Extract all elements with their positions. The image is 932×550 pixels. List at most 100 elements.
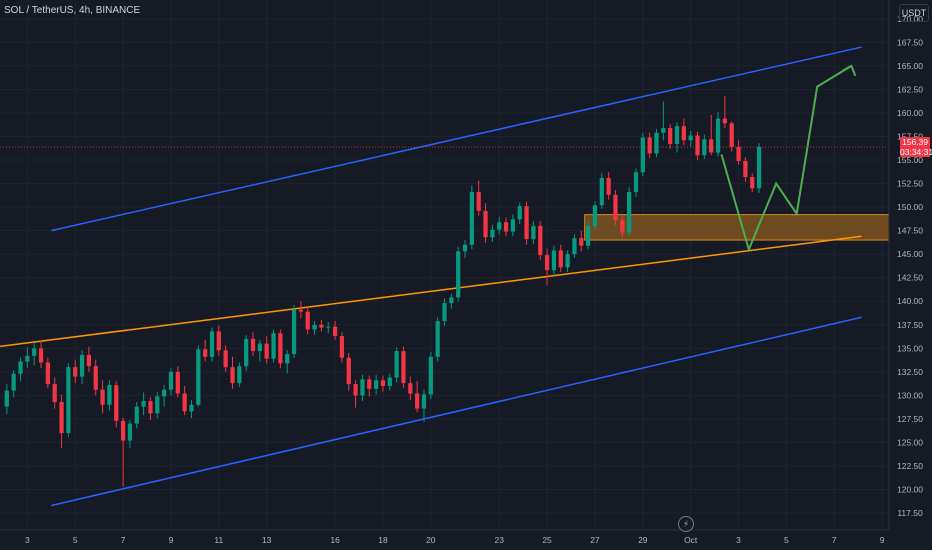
candle-body <box>531 225 536 240</box>
candle-body <box>490 229 495 238</box>
candle-body <box>462 244 468 252</box>
candle-body <box>196 349 201 405</box>
candle-body <box>647 137 652 154</box>
candle-body <box>134 406 139 424</box>
x-tick-label: 3 <box>736 535 741 545</box>
lightning-bolt-icon[interactable]: ⚡ <box>678 516 694 532</box>
x-tick-label: Oct <box>684 535 698 545</box>
candle-body <box>127 423 133 441</box>
candle-body <box>421 394 427 409</box>
candle-body <box>702 139 707 156</box>
candle-body <box>203 349 208 357</box>
candle-body <box>517 206 522 220</box>
candle-body <box>497 222 502 230</box>
candle-body <box>620 220 625 233</box>
time-axis[interactable]: 3 5 7 9 11 13 16 18 20 23 25 27 29 Oct 3 5 7 9 <box>25 535 885 545</box>
candle-body <box>387 377 392 386</box>
candle-body <box>476 192 481 211</box>
candle-body <box>599 177 604 206</box>
y-tick-label: 137.50 <box>897 320 923 330</box>
candle-body <box>250 338 256 352</box>
candle-body <box>332 326 338 337</box>
candle-body <box>168 371 174 390</box>
candle-body <box>551 250 557 271</box>
candle-body <box>681 126 686 141</box>
candle-body <box>271 333 276 359</box>
candlestick-series <box>4 96 762 487</box>
x-tick-label: 5 <box>784 535 789 545</box>
drawn-lines <box>0 46 862 507</box>
x-tick-label: 11 <box>214 535 223 545</box>
last-price-label: 156.39 03:34:31 <box>900 136 932 157</box>
candle-body <box>59 401 64 434</box>
candle-body <box>73 367 78 377</box>
x-tick-label: 18 <box>378 535 388 545</box>
candle-body <box>565 254 570 268</box>
x-tick-label: 9 <box>880 535 885 545</box>
candle-body <box>729 123 734 147</box>
candle-body <box>373 380 379 389</box>
candle-body <box>579 238 584 246</box>
trendline-line <box>0 235 862 348</box>
candle-body <box>141 401 146 407</box>
candle-body <box>244 338 249 367</box>
y-tick-label: 157.50 <box>897 132 923 142</box>
candle-body <box>503 222 509 232</box>
x-tick-label: 13 <box>262 535 272 545</box>
candle-body <box>257 343 262 352</box>
candle-body <box>155 396 160 414</box>
candle-body <box>695 135 700 156</box>
channel-upper-line <box>51 46 862 232</box>
candle-body <box>25 355 30 362</box>
candle-body <box>408 383 413 394</box>
candle-body <box>86 354 92 367</box>
channel-lower-line <box>51 316 862 507</box>
candle-body <box>189 404 194 412</box>
candle-body <box>442 303 447 322</box>
y-tick-label: 127.50 <box>897 414 923 424</box>
x-tick-label: 29 <box>638 535 648 545</box>
candle-body <box>120 420 126 441</box>
x-tick-label: 20 <box>426 535 436 545</box>
support-zone <box>584 214 890 241</box>
y-tick-label: 170.00 <box>897 14 923 24</box>
candle-body <box>633 172 639 193</box>
projection-arrowhead <box>841 64 857 77</box>
support-zones <box>584 214 890 241</box>
y-tick-label: 125.00 <box>897 437 923 447</box>
projection-path <box>720 64 857 253</box>
candle-body <box>52 384 57 402</box>
candle-body <box>100 389 105 405</box>
candle-body <box>415 393 420 409</box>
candle-body <box>162 389 167 397</box>
candle-body <box>32 348 37 356</box>
y-tick-label: 122.50 <box>897 461 923 471</box>
candle-body <box>538 225 543 256</box>
y-tick-label: 152.50 <box>897 179 923 189</box>
y-tick-label: 150.00 <box>897 202 923 212</box>
y-tick-label: 145.00 <box>897 249 923 259</box>
y-tick-label: 155.00 <box>897 155 923 165</box>
candle-body <box>305 311 310 330</box>
candle-body <box>182 393 187 412</box>
currency-button[interactable]: USDT <box>899 4 929 22</box>
y-tick-label: 120.00 <box>897 485 923 495</box>
candle-body <box>654 132 659 154</box>
candle-body <box>750 176 755 189</box>
y-tick-label: 165.00 <box>897 61 923 71</box>
symbol-title[interactable]: SOL / TetherUS, 4h, BINANCE <box>4 5 141 16</box>
candle-body <box>353 384 358 396</box>
candle-body <box>449 297 454 304</box>
candle-body <box>223 350 228 368</box>
candle-body <box>18 361 23 374</box>
candle-body <box>428 356 433 395</box>
candle-body <box>668 128 673 145</box>
candle-body <box>709 139 714 153</box>
price-axis[interactable]: 117.50 120.00 122.50 125.00 127.50 130.00 132.… <box>897 14 923 518</box>
y-tick-label: 132.50 <box>897 367 923 377</box>
candle-body <box>346 357 351 385</box>
candle-body <box>367 379 372 389</box>
candle-body <box>592 205 598 226</box>
